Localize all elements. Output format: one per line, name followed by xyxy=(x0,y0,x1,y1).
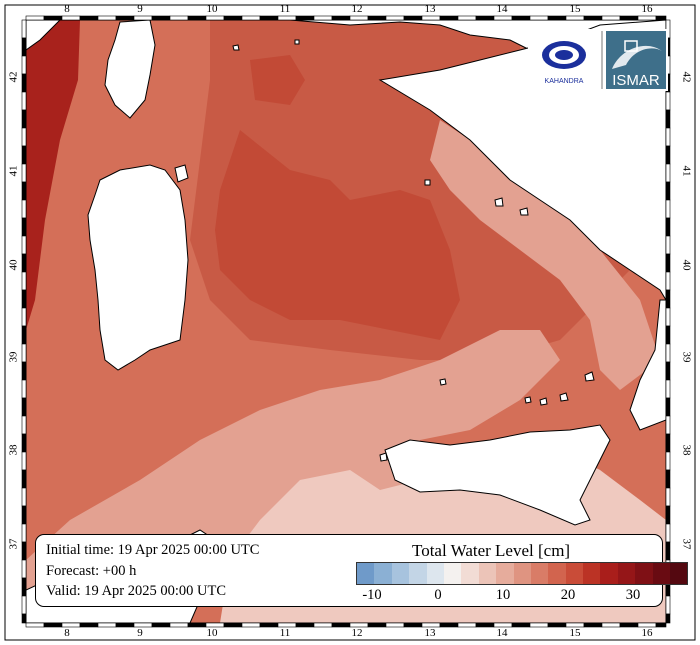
colorbar-cell xyxy=(670,563,688,584)
right-lat-label: 39 xyxy=(680,352,692,364)
top-lon-label: 14 xyxy=(497,3,509,15)
colorbar-cell xyxy=(652,563,671,584)
logo-panel: KAHANDRA ISMAR xyxy=(528,29,668,91)
bottom-lon-label: 16 xyxy=(642,627,654,639)
colorbar-cell xyxy=(548,563,566,584)
bottom-lon-label: 11 xyxy=(280,627,291,639)
colorbar-cell xyxy=(565,563,584,584)
bottom-lon-label: 15 xyxy=(570,627,582,639)
colorbar-cell xyxy=(530,563,549,584)
colorbar-tick-label: -10 xyxy=(362,587,382,603)
top-lon-label: 10 xyxy=(207,3,219,15)
top-lon-label: 11 xyxy=(280,3,291,15)
colorbar-cell xyxy=(357,563,375,584)
right-lat-label: 41 xyxy=(680,166,692,177)
top-lon-label: 15 xyxy=(570,3,582,15)
colorbar-cell xyxy=(443,563,462,584)
left-lat-label: 38 xyxy=(8,444,20,456)
left-lat-label: 37 xyxy=(8,538,20,550)
axis-labels: 8 8 9 9 10 10 11 11 12 12 13 13 14 14 15 15 16 16 42 42 41 41… xyxy=(8,3,693,639)
initial-time-text: Initial time: 19 Apr 2025 00:00 UTC xyxy=(46,542,260,558)
colorbar-cell xyxy=(374,563,392,584)
legend-title: Total Water Level [cm] xyxy=(412,541,571,560)
valid-time-text: Valid: 19 Apr 2025 00:00 UTC xyxy=(46,583,227,599)
colorbar-cell xyxy=(513,563,531,584)
right-lat-label: 37 xyxy=(680,539,692,551)
north-core-zone xyxy=(250,55,305,105)
kahandra-logo-text: KAHANDRA xyxy=(545,78,584,85)
bottom-lon-label: 14 xyxy=(497,627,509,639)
legend-colorbar xyxy=(356,562,689,585)
nw-high-water-zone xyxy=(26,20,80,330)
corsica-land xyxy=(104,20,156,119)
top-lon-label: 8 xyxy=(64,3,70,15)
colorbar-cell xyxy=(496,563,514,584)
bottom-lon-label: 9 xyxy=(137,627,143,639)
top-lon-label: 16 xyxy=(642,3,654,15)
top-lon-label: 12 xyxy=(352,3,363,15)
colorbar-cell xyxy=(635,563,653,584)
right-lat-label: 42 xyxy=(680,72,692,83)
outer-frame xyxy=(4,4,696,641)
colorbar-cell xyxy=(600,563,618,584)
colorbar-cell xyxy=(426,563,444,584)
water-level-field xyxy=(26,20,666,623)
calabria-land xyxy=(629,299,666,431)
left-lat-label: 40 xyxy=(8,259,20,271)
forecast-text: Forecast: +00 h xyxy=(46,563,137,579)
sw-coast-land xyxy=(26,20,61,51)
left-lat-label: 42 xyxy=(8,72,20,83)
colorbar-cell xyxy=(461,563,479,584)
colorbar-cell xyxy=(617,563,636,584)
small-islands xyxy=(174,39,529,462)
right-lat-label: 38 xyxy=(680,445,692,457)
bottom-lon-label: 8 xyxy=(64,627,70,639)
eastern-light-band xyxy=(430,120,660,390)
top-lon-label: 9 xyxy=(137,3,143,15)
bottom-lon-label: 10 xyxy=(207,627,219,639)
left-lat-label: 41 xyxy=(8,166,20,177)
ismar-logo-text: ISMAR xyxy=(612,72,660,89)
frame-border-ticks xyxy=(21,15,671,628)
left-lat-label: 39 xyxy=(8,351,20,363)
central-core-zone xyxy=(215,130,460,340)
colorbar-cell xyxy=(409,563,427,584)
colorbar-tick-label: 0 xyxy=(434,587,442,603)
colorbar-tick-label: 10 xyxy=(495,587,511,603)
bottom-lon-label: 13 xyxy=(425,627,437,639)
top-lon-label: 13 xyxy=(425,3,437,15)
sardinia-land xyxy=(87,164,189,371)
aeolian-islands xyxy=(439,371,595,406)
colorbar-cell xyxy=(391,563,410,584)
right-lat-label: 40 xyxy=(680,260,692,272)
colorbar-cell xyxy=(478,563,497,584)
institutional-logos: KAHANDRA ISMAR xyxy=(542,31,666,89)
bottom-lon-label: 12 xyxy=(352,627,363,639)
colorbar-cell xyxy=(583,563,601,584)
ismar-logo: ISMAR xyxy=(606,31,666,89)
colorbar-tick-label: 20 xyxy=(560,587,576,603)
kahandra-logo: KAHANDRA xyxy=(542,41,586,85)
sicily-land xyxy=(384,424,611,526)
info-panel: Initial time: 19 Apr 2025 00:00 UTC Fore… xyxy=(35,534,689,607)
colorbar-tick-label: 30 xyxy=(625,587,641,603)
